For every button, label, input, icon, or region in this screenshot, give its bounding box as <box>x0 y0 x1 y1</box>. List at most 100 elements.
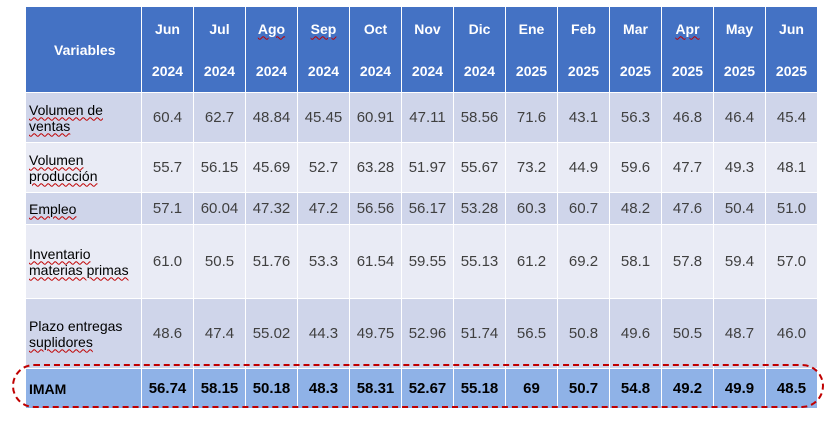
table-cell: 52.67 <box>401 368 454 409</box>
table-cell: 46.4 <box>713 92 766 143</box>
table-cell: 56.17 <box>401 192 454 225</box>
table-cell: 48.6 <box>141 298 194 369</box>
table-cell: 49.9 <box>713 368 766 409</box>
table-cell: 61.2 <box>505 224 558 299</box>
table-cell: 47.7 <box>661 142 714 193</box>
table-cell: 57.8 <box>661 224 714 299</box>
column-year: 2025 <box>723 62 756 79</box>
table-cell: 49.2 <box>661 368 714 409</box>
table-cell: 60.3 <box>505 192 558 225</box>
row-label-line: materias primas <box>29 261 129 278</box>
table-cell: 56.74 <box>141 368 194 409</box>
table-cell: 51.74 <box>453 298 506 369</box>
column-header: Nov 2024 <box>401 6 454 93</box>
row-label-line: Empleo <box>29 200 77 217</box>
column-header: Jun 2024 <box>141 6 194 93</box>
column-header: Sep 2024 <box>297 6 350 93</box>
table-cell: 61.54 <box>349 224 402 299</box>
column-month: Apr <box>675 20 700 37</box>
column-month: Feb <box>571 20 596 37</box>
table-cell: 47.32 <box>245 192 298 225</box>
imam-row: IMAM 56.74 58.15 50.18 48.3 58.31 52.67 55.18 69… <box>25 368 818 409</box>
table-cell: 59.6 <box>609 142 662 193</box>
row-label-line: ventas <box>29 117 71 134</box>
table-cell: 53.3 <box>297 224 350 299</box>
table-cell: 49.6 <box>609 298 662 369</box>
table-cell: 45.69 <box>245 142 298 193</box>
column-year: 2025 <box>775 62 808 79</box>
table-cell: 73.2 <box>505 142 558 193</box>
table-cell: 59.4 <box>713 224 766 299</box>
table-cell: 50.5 <box>661 298 714 369</box>
table-cell: 55.7 <box>141 142 194 193</box>
column-year: 2025 <box>567 62 600 79</box>
column-header: Dic 2024 <box>453 6 506 93</box>
table-cell: 57.1 <box>141 192 194 225</box>
table-cell: 60.04 <box>193 192 246 225</box>
column-year: 2025 <box>515 62 548 79</box>
table-cell: 55.67 <box>453 142 506 193</box>
column-month: Ago <box>257 20 286 37</box>
table-cell: 60.4 <box>141 92 194 143</box>
column-year: 2024 <box>203 62 236 79</box>
table-cell: 50.18 <box>245 368 298 409</box>
table-cell: 47.6 <box>661 192 714 225</box>
column-month: Dic <box>468 20 491 37</box>
table-cell: 51.0 <box>765 192 818 225</box>
column-year: 2024 <box>255 62 288 79</box>
column-month: Jul <box>209 20 230 37</box>
row-label: Volumen de ventas <box>25 92 142 143</box>
table-cell: 46.8 <box>661 92 714 143</box>
table-cell: 63.28 <box>349 142 402 193</box>
column-month: Mar <box>623 20 648 37</box>
table-cell: 58.31 <box>349 368 402 409</box>
column-month: Ene <box>518 20 545 37</box>
table-cell: 52.96 <box>401 298 454 369</box>
column-header: Apr 2025 <box>661 6 714 93</box>
column-month: Oct <box>363 20 388 37</box>
table-cell: 47.2 <box>297 192 350 225</box>
table-cell: 55.13 <box>453 224 506 299</box>
table-row: Plazo entregas suplidores 48.6 47.4 55.02 44.… <box>25 298 818 369</box>
table-cell: 50.8 <box>557 298 610 369</box>
table-cell: 71.6 <box>505 92 558 143</box>
row-label: Plazo entregas suplidores <box>25 298 142 369</box>
table-cell: 58.15 <box>193 368 246 409</box>
column-header: May 2025 <box>713 6 766 93</box>
table-cell: 56.15 <box>193 142 246 193</box>
table-cell: 47.11 <box>401 92 454 143</box>
table-row: Volumen producción 55.7 56.15 45.69 52.7 63.28… <box>25 142 818 193</box>
column-header: Mar 2025 <box>609 6 662 93</box>
table-cell: 45.4 <box>765 92 818 143</box>
table-cell: 44.9 <box>557 142 610 193</box>
table-cell: 48.1 <box>765 142 818 193</box>
column-year: 2024 <box>463 62 496 79</box>
table-cell: 48.5 <box>765 368 818 409</box>
table-cell: 58.56 <box>453 92 506 143</box>
table-cell: 60.91 <box>349 92 402 143</box>
column-year: 2024 <box>307 62 340 79</box>
row-label: Volumen producción <box>25 142 142 193</box>
column-year: 2024 <box>359 62 392 79</box>
table-cell: 69 <box>505 368 558 409</box>
table-cell: 50.7 <box>557 368 610 409</box>
table-cell: 48.84 <box>245 92 298 143</box>
column-month: Jun <box>155 20 180 37</box>
column-year: 2024 <box>411 62 444 79</box>
column-month: May <box>725 20 754 37</box>
table-cell: 48.7 <box>713 298 766 369</box>
column-month: Nov <box>414 20 441 37</box>
table-cell: 48.3 <box>297 368 350 409</box>
column-month: Sep <box>310 20 337 37</box>
table-cell: 62.7 <box>193 92 246 143</box>
variables-header: Variables <box>25 6 142 93</box>
row-label-line: Plazo entregas <box>29 317 123 334</box>
column-header: Jul 2024 <box>193 6 246 93</box>
table-cell: 46.0 <box>765 298 818 369</box>
row-label: Empleo <box>25 192 142 225</box>
table-cell: 50.5 <box>193 224 246 299</box>
table-cell: 61.0 <box>141 224 194 299</box>
table-cell: 59.55 <box>401 224 454 299</box>
row-label-line: IMAM <box>29 380 67 397</box>
table-row: Empleo 57.1 60.04 47.32 47.2 56.56 56.17 53.28 6… <box>25 192 818 225</box>
